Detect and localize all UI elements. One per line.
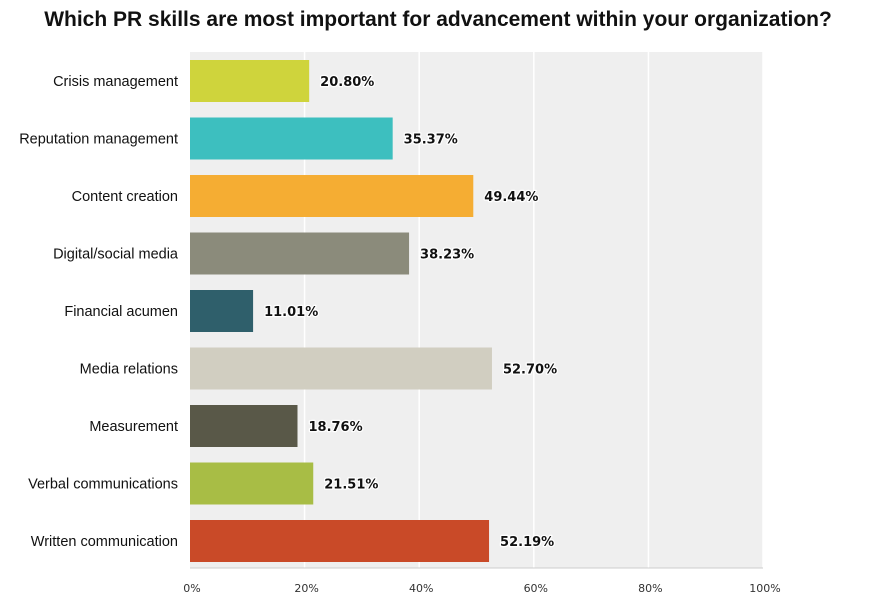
value-label: 21.51% (324, 478, 378, 493)
category-label: Digital/social media (53, 247, 179, 263)
bar (190, 175, 474, 217)
x-tick-label: 80% (638, 582, 662, 595)
category-label: Measurement (89, 419, 178, 435)
category-label: Media relations (80, 362, 178, 378)
category-label: Reputation management (19, 132, 178, 148)
value-label: 18.76% (308, 420, 362, 435)
x-tick-label: 100% (749, 582, 780, 595)
x-tick-label: 0% (183, 582, 200, 595)
value-label: 52.19% (500, 535, 554, 550)
x-tick-label: 60% (524, 582, 548, 595)
bar (190, 405, 298, 447)
bar (190, 117, 393, 160)
category-label: Written communication (31, 534, 178, 550)
bar (190, 232, 410, 275)
value-label: 11.01% (264, 305, 318, 320)
value-label: 20.80% (320, 75, 374, 90)
chart-title: Which PR skills are most important for a… (44, 8, 832, 31)
category-label: Content creation (72, 189, 178, 205)
value-label: 35.37% (404, 133, 458, 148)
bar (190, 520, 490, 562)
category-label: Financial acumen (64, 304, 178, 320)
bar (190, 60, 310, 102)
category-label: Crisis management (53, 74, 178, 90)
value-label: 49.44% (484, 190, 538, 205)
bar (190, 462, 314, 505)
value-label: 52.70% (503, 363, 557, 378)
x-tick-label: 40% (409, 582, 433, 595)
category-label: Verbal communications (28, 477, 178, 493)
value-label: 38.23% (420, 248, 474, 263)
x-tick-label: 20% (294, 582, 318, 595)
bar (190, 290, 254, 332)
bar (190, 347, 492, 390)
